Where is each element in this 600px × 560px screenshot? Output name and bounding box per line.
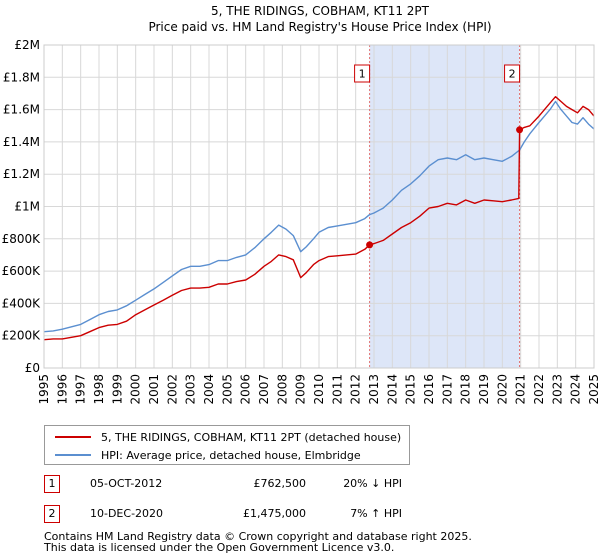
x-tick-label: 2001 bbox=[147, 374, 161, 405]
sale-number-badge: 1 bbox=[44, 475, 60, 493]
sale-hpi-diff: 20% ↓ HPI bbox=[343, 477, 402, 490]
y-tick-label: £1.4M bbox=[3, 135, 40, 149]
sale-date: 10-DEC-2020 bbox=[90, 507, 164, 520]
y-tick-label: £600K bbox=[2, 264, 42, 278]
x-tick-label: 1998 bbox=[92, 374, 106, 405]
sale-label-box: 1 bbox=[354, 64, 371, 83]
x-tick-label: 2008 bbox=[275, 374, 289, 405]
x-tick-label: 2024 bbox=[569, 374, 583, 405]
y-tick-label: £400K bbox=[2, 296, 42, 310]
x-tick-label: 2018 bbox=[459, 374, 473, 405]
series-line-hpi bbox=[43, 100, 595, 333]
legend-label-hpi: HPI: Average price, detached house, Elmb… bbox=[101, 448, 361, 462]
x-tick-label: 2005 bbox=[220, 374, 234, 405]
legend: 5, THE RIDINGS, COBHAM, KT11 2PT (detach… bbox=[44, 425, 410, 465]
footer-line-1: Contains HM Land Registry data © Crown c… bbox=[44, 530, 472, 543]
legend-swatch-property bbox=[55, 436, 91, 438]
x-tick-label: 1997 bbox=[74, 374, 88, 405]
x-tick-label: 2002 bbox=[165, 374, 179, 405]
sale-row-2: 2 10-DEC-2020 £1,475,000 7% ↑ HPI bbox=[44, 505, 444, 525]
footer-line-2: This data is licensed under the Open Gov… bbox=[44, 541, 395, 554]
y-tick-label: £1M bbox=[14, 200, 40, 214]
y-tick-label: £1.2M bbox=[3, 167, 40, 181]
legend-label-property: 5, THE RIDINGS, COBHAM, KT11 2PT (detach… bbox=[101, 430, 402, 444]
sale-number-badge: 2 bbox=[44, 505, 60, 523]
x-tick-label: 2003 bbox=[184, 374, 198, 405]
x-tick-label: 2007 bbox=[257, 374, 271, 405]
axes: £0 £200K £400K £600K £800K £1M £1.2M £1.4M £1.6M… bbox=[2, 38, 600, 405]
sale-hpi-diff: 7% ↑ HPI bbox=[350, 507, 402, 520]
sale-label-box-frame bbox=[354, 64, 371, 83]
footer: Contains HM Land Registry data © Crown c… bbox=[44, 531, 472, 553]
chart-subtitle: Price paid vs. HM Land Registry's House … bbox=[148, 20, 491, 34]
x-tick-label: 2013 bbox=[367, 374, 381, 405]
y-tick-label: £1.8M bbox=[3, 70, 40, 84]
y-tick-label: £0 bbox=[25, 361, 40, 375]
sale-date: 05-OCT-2012 bbox=[90, 477, 163, 490]
y-tick-label: £200K bbox=[2, 329, 42, 343]
x-tick-label: 2019 bbox=[477, 374, 491, 405]
y-tick-label: £2M bbox=[14, 38, 40, 52]
x-tick-label: 2012 bbox=[349, 374, 363, 405]
x-tick-label: 1995 bbox=[37, 374, 51, 405]
x-tick-label: 1996 bbox=[55, 374, 69, 405]
series-line-property bbox=[43, 95, 595, 341]
y-tick-label: £1.6M bbox=[3, 103, 40, 117]
sale-point bbox=[366, 241, 374, 249]
legend-item-property: 5, THE RIDINGS, COBHAM, KT11 2PT (detach… bbox=[55, 429, 401, 445]
x-tick-label: 2015 bbox=[404, 374, 418, 405]
x-tick-label: 2009 bbox=[294, 374, 308, 405]
price-chart: 5, THE RIDINGS, COBHAM, KT11 2PT Price p… bbox=[2, 4, 600, 405]
x-tick-label: 2011 bbox=[330, 374, 344, 405]
x-tick-label: 2023 bbox=[550, 374, 564, 405]
sale-label-box-number: 2 bbox=[509, 68, 516, 81]
legend-swatch-hpi bbox=[55, 454, 91, 456]
x-tick-label: 2006 bbox=[239, 374, 253, 405]
x-tick-label: 2022 bbox=[532, 374, 546, 405]
x-tick-label: 1999 bbox=[110, 374, 124, 405]
x-tick-label: 2016 bbox=[422, 374, 436, 405]
sale-point bbox=[516, 126, 524, 134]
plot-frame bbox=[43, 44, 595, 369]
x-tick-label: 2020 bbox=[495, 374, 509, 405]
y-tick-label: £800K bbox=[2, 232, 42, 246]
sale-label-box: 2 bbox=[504, 64, 521, 83]
sale-label-box-number: 1 bbox=[359, 68, 366, 81]
x-tick-label: 2014 bbox=[385, 374, 399, 405]
sale-price: £1,475,000 bbox=[243, 507, 306, 520]
legend-item-hpi: HPI: Average price, detached house, Elmb… bbox=[55, 447, 361, 463]
x-tick-label: 2017 bbox=[440, 374, 454, 405]
x-tick-label: 2025 bbox=[587, 374, 600, 405]
x-tick-label: 2010 bbox=[312, 374, 326, 405]
series-lines bbox=[43, 95, 595, 341]
x-tick-label: 2004 bbox=[202, 374, 216, 405]
sale-price: £762,500 bbox=[253, 477, 307, 490]
x-tick-label: 2000 bbox=[129, 374, 143, 405]
chart-title: 5, THE RIDINGS, COBHAM, KT11 2PT bbox=[211, 4, 430, 18]
sale-label-box-frame bbox=[504, 64, 521, 83]
sale-row-1: 1 05-OCT-2012 £762,500 20% ↓ HPI bbox=[44, 475, 444, 495]
x-tick-label: 2021 bbox=[514, 374, 528, 405]
